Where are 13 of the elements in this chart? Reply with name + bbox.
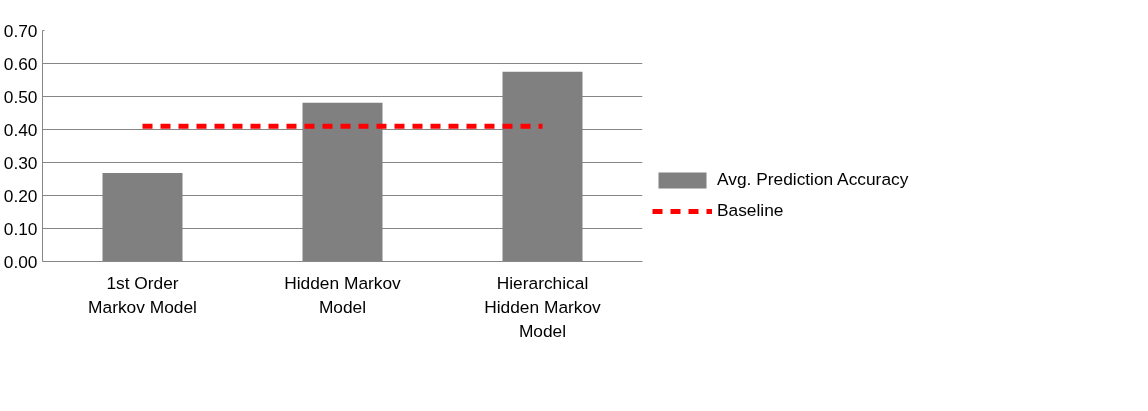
x-tick-label: Hierarchical Hidden Markov Model: [484, 272, 602, 341]
y-tick-label: 0.10: [3, 218, 38, 239]
y-tick-label: 0.70: [3, 20, 38, 41]
legend-label: Avg. Prediction Accuracy: [717, 169, 909, 190]
x-tick-label: 1st Order Markov Model: [88, 272, 197, 317]
y-tick-label: 0.30: [3, 152, 38, 173]
y-tick-label: 0.00: [3, 251, 38, 272]
y-tick-label: 0.20: [3, 185, 38, 206]
legend-label: Baseline: [717, 200, 784, 221]
x-tick-label: Hidden Markov Model: [284, 272, 402, 317]
y-tick-label: 0.60: [3, 53, 38, 74]
y-tick-label: 0.50: [3, 86, 38, 107]
y-tick-label: 0.40: [3, 119, 38, 140]
